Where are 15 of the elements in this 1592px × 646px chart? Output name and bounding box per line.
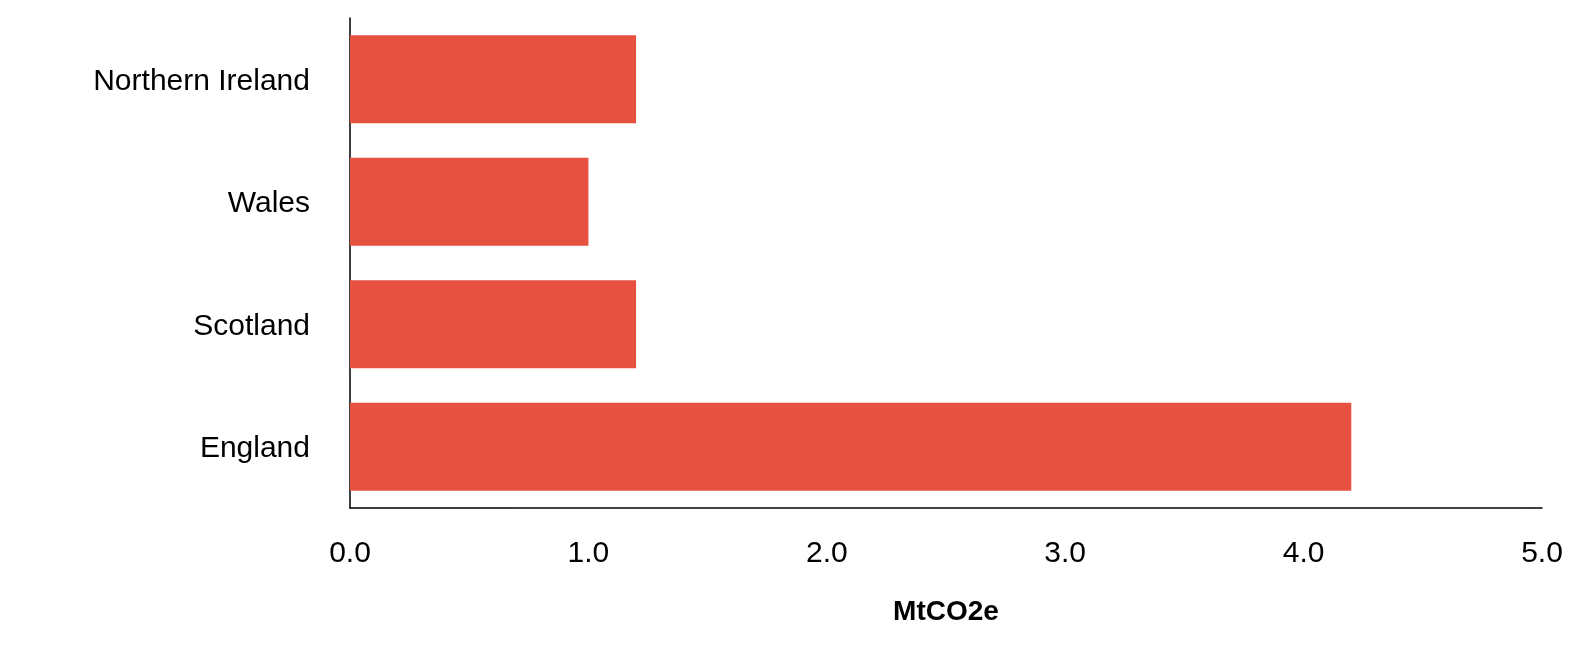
x-tick-label: 3.0 <box>1044 534 1087 568</box>
y-tick-label: England <box>199 430 310 464</box>
y-tick-label: Wales <box>227 185 310 219</box>
bar <box>350 280 637 369</box>
x-tick-label: 1.0 <box>567 534 610 568</box>
x-tick-label: 0.0 <box>329 534 371 568</box>
x-tick-label: 2.0 <box>805 534 848 568</box>
bar <box>350 35 637 124</box>
bar <box>350 402 1352 491</box>
x-tick-label: 5.0 <box>1521 534 1563 568</box>
x-axis-title: MtCO2e <box>893 594 999 626</box>
y-tick-label: Scotland <box>193 307 310 341</box>
y-tick-label: Northern Ireland <box>93 62 310 96</box>
x-tick-label: 4.0 <box>1282 534 1325 568</box>
bar <box>350 157 589 246</box>
